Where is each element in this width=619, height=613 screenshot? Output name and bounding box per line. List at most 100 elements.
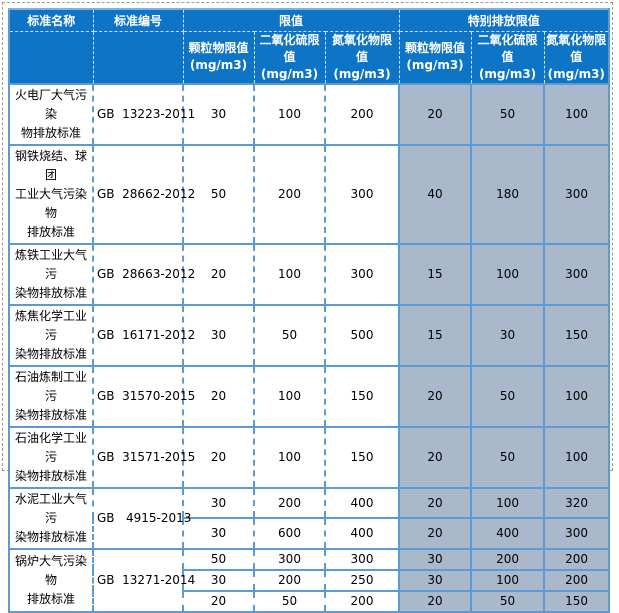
standard-code-cell[interactable]: GB 13223-2011: [92, 82, 195, 145]
special-limit-value-cell[interactable]: 200: [543, 547, 610, 570]
header-limit-group[interactable]: 限值: [182, 8, 400, 32]
standard-name-cell[interactable]: 锅炉大气污染物 排放标准: [8, 547, 93, 612]
limit-value-cell[interactable]: 200: [253, 568, 325, 591]
header-special-limit-group[interactable]: 特别排放限值: [398, 8, 610, 32]
standard-name-cell[interactable]: 火电厂大气污染 物排放标准: [8, 82, 93, 145]
limit-value-cell[interactable]: 30: [182, 486, 254, 518]
table-row: 火电厂大气污染 物排放标准 GB 13223-2011 30 100 200 20 50 10…: [8, 82, 610, 145]
limit-value-cell[interactable]: 30: [182, 82, 254, 145]
limit-value-cell[interactable]: 20: [182, 242, 254, 305]
header-standard-name[interactable]: 标准名称: [8, 8, 94, 32]
special-limit-value-cell[interactable]: 50: [470, 82, 545, 145]
standard-code-cell[interactable]: GB 16171-2012: [92, 303, 195, 366]
special-limit-value-cell[interactable]: 100: [543, 82, 610, 145]
special-limit-value-cell[interactable]: 300: [543, 242, 610, 305]
special-limit-value-cell[interactable]: 30: [470, 303, 545, 366]
special-limit-value-cell[interactable]: 40: [398, 143, 472, 244]
header-so2-limit[interactable]: 二氧化硫限 值 (mg/m3): [253, 30, 326, 84]
empty-header-cell[interactable]: [8, 30, 94, 84]
header-special-so2-limit[interactable]: 二氧化硫限 值 (mg/m3): [470, 30, 545, 84]
special-limit-value-cell[interactable]: 150: [543, 589, 610, 612]
limit-value-cell[interactable]: 300: [323, 143, 400, 244]
empty-header-cell[interactable]: [92, 30, 184, 84]
special-limit-value-cell[interactable]: 50: [470, 425, 545, 488]
limit-value-cell[interactable]: 30: [182, 568, 254, 591]
limit-value-cell[interactable]: 200: [323, 589, 400, 612]
header-special-particulate-limit[interactable]: 颗粒物限值 (mg/m3): [398, 30, 472, 84]
special-limit-value-cell[interactable]: 100: [470, 486, 545, 518]
limit-value-cell[interactable]: 300: [253, 547, 325, 570]
special-limit-value-cell[interactable]: 400: [470, 517, 545, 549]
special-limit-value-cell[interactable]: 15: [398, 303, 472, 366]
limit-value-cell[interactable]: 50: [182, 143, 254, 244]
limit-value-cell[interactable]: 200: [253, 143, 325, 244]
limit-value-cell[interactable]: 30: [182, 303, 254, 366]
standard-code-cell[interactable]: GB 4915-2013: [92, 486, 191, 549]
special-limit-value-cell[interactable]: 100: [470, 242, 545, 305]
header-standard-code[interactable]: 标准编号: [92, 8, 184, 32]
special-limit-value-cell[interactable]: 15: [398, 242, 472, 305]
special-limit-value-cell[interactable]: 30: [398, 568, 472, 591]
special-limit-value-cell[interactable]: 30: [398, 547, 472, 570]
special-limit-value-cell[interactable]: 20: [398, 486, 472, 518]
limit-value-cell[interactable]: 150: [323, 364, 400, 427]
special-limit-value-cell[interactable]: 200: [470, 547, 545, 570]
limit-value-cell[interactable]: 500: [323, 303, 400, 366]
special-limit-value-cell[interactable]: 20: [398, 517, 472, 549]
limit-value-cell[interactable]: 50: [253, 303, 325, 366]
standard-name-cell[interactable]: 钢铁烧结、球团 工业大气污染物 排放标准: [8, 143, 93, 244]
standard-code-cell[interactable]: GB 31571-2015: [92, 425, 195, 488]
limit-value-cell[interactable]: 400: [323, 486, 400, 518]
limit-value-cell[interactable]: 250: [323, 568, 400, 591]
limit-value-cell[interactable]: 200: [323, 82, 400, 145]
limit-value-cell[interactable]: 150: [323, 425, 400, 488]
standard-code-cell[interactable]: GB 28662-2012: [92, 143, 195, 244]
header-nox-limit[interactable]: 氮氧化物限 值 (mg/m3): [324, 30, 400, 84]
table-row: 石油化学工业污 染物排放标准 GB 31571-2015 20 100 150 20 50 1…: [8, 425, 610, 488]
special-limit-value-cell[interactable]: 20: [398, 425, 472, 488]
special-limit-value-cell[interactable]: 200: [543, 568, 610, 591]
special-limit-value-cell[interactable]: 20: [398, 589, 472, 612]
standard-name-cell[interactable]: 石油炼制工业污 染物排放标准: [8, 364, 93, 427]
limit-value-cell[interactable]: 100: [253, 82, 325, 145]
standard-name-cell[interactable]: 石油化学工业污 染物排放标准: [8, 425, 93, 488]
special-limit-value-cell[interactable]: 50: [470, 364, 545, 427]
limit-value-cell[interactable]: 20: [182, 364, 254, 427]
special-limit-value-cell[interactable]: 150: [543, 303, 610, 366]
special-limit-value-cell[interactable]: 180: [470, 143, 545, 244]
special-limit-value-cell[interactable]: 50: [470, 589, 545, 612]
limit-value-cell[interactable]: 50: [253, 589, 325, 612]
limit-value-cell[interactable]: 400: [323, 517, 400, 549]
standard-code-cell[interactable]: GB 31570-2015: [92, 364, 195, 427]
standard-name-cell[interactable]: 炼焦化学工业污 染物排放标准: [8, 303, 93, 366]
special-limit-value-cell[interactable]: 320: [543, 486, 610, 518]
limit-value-cell[interactable]: 200: [253, 486, 325, 518]
limit-value-cell[interactable]: 20: [182, 425, 254, 488]
limit-value-cell[interactable]: 30: [182, 517, 254, 549]
special-limit-value-cell[interactable]: 100: [543, 364, 610, 427]
limit-value-cell[interactable]: 100: [253, 364, 325, 427]
table-row: 炼铁工业大气污 染物排放标准 GB 28663-2012 20 100 300 15 100…: [8, 242, 610, 305]
special-limit-value-cell[interactable]: 20: [398, 364, 472, 427]
standard-name-cell[interactable]: 炼铁工业大气污 染物排放标准: [8, 242, 93, 305]
header-row-sub: 颗粒物限值 (mg/m3) 二氧化硫限 值 (mg/m3) 氮氧化物限 值 (m…: [8, 30, 610, 84]
standard-name-cell[interactable]: 水泥工业大气污 染物排放标准: [8, 486, 93, 549]
limit-value-cell[interactable]: 300: [323, 547, 400, 570]
emission-standards-table: 标准名称 标准编号 限值 特别排放限值 颗粒物限值 (mg/m3) 二氧化硫限 …: [8, 8, 611, 613]
limit-value-cell[interactable]: 20: [182, 589, 254, 612]
table-row: 水泥工业大气污 染物排放标准 GB 4915-2013 30 200 400 20 100 3…: [8, 486, 610, 549]
special-limit-value-cell[interactable]: 300: [543, 517, 610, 549]
limit-value-cell[interactable]: 50: [182, 547, 254, 570]
special-limit-value-cell[interactable]: 100: [543, 425, 610, 488]
special-limit-value-cell[interactable]: 300: [543, 143, 610, 244]
special-limit-value-cell[interactable]: 20: [398, 82, 472, 145]
limit-value-cell[interactable]: 100: [253, 425, 325, 488]
limit-value-cell[interactable]: 100: [253, 242, 325, 305]
limit-value-cell[interactable]: 600: [253, 517, 325, 549]
special-limit-value-cell[interactable]: 100: [470, 568, 545, 591]
header-particulate-limit[interactable]: 颗粒物限值 (mg/m3): [182, 30, 255, 84]
standard-code-cell[interactable]: GB 28663-2012: [92, 242, 195, 305]
standard-code-cell[interactable]: GB 13271-2014: [92, 547, 195, 612]
limit-value-cell[interactable]: 300: [323, 242, 400, 305]
header-special-nox-limit[interactable]: 氮氧化物限 值 (mg/m3): [543, 30, 610, 84]
